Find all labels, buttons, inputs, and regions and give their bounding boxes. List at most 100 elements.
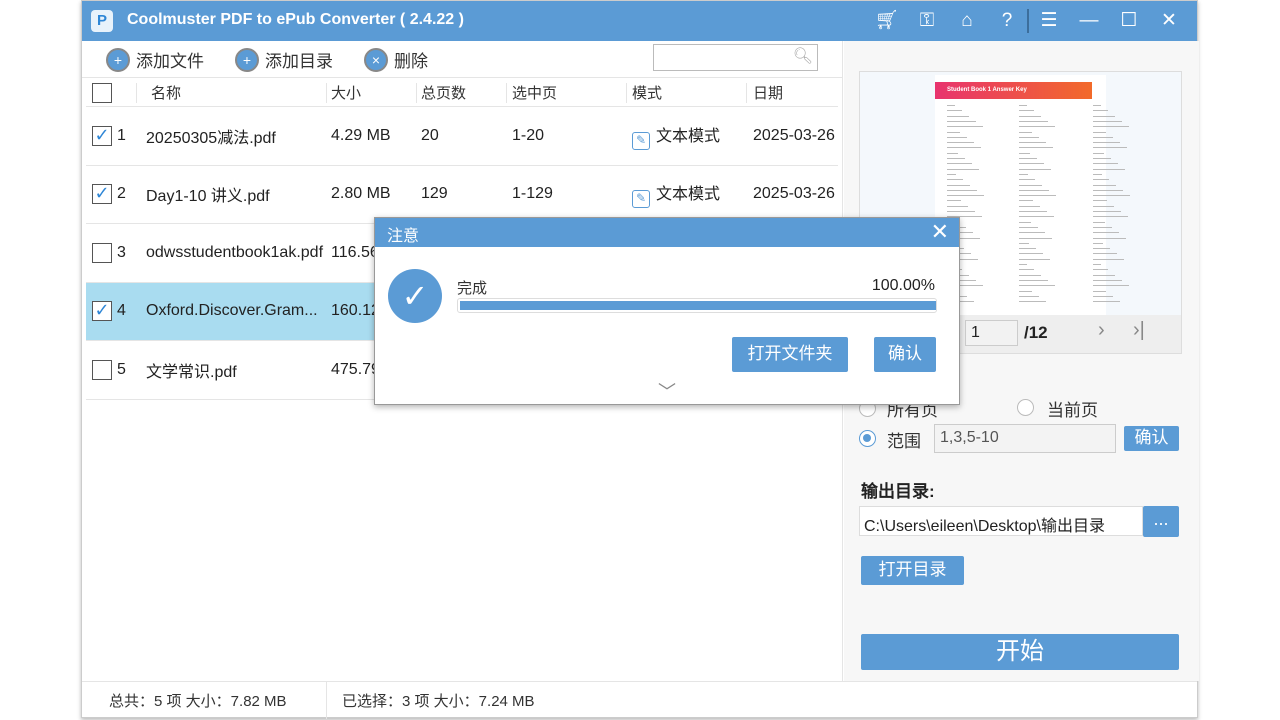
delete-label: 删除 xyxy=(394,52,428,71)
text-line xyxy=(1093,279,1122,281)
row-checkbox[interactable] xyxy=(92,242,112,263)
text-line xyxy=(1019,120,1048,122)
text-line xyxy=(947,115,969,117)
text-line xyxy=(947,184,970,186)
text-line xyxy=(1093,168,1125,170)
text-line xyxy=(1019,136,1039,138)
text-line xyxy=(947,173,956,175)
search-input[interactable]: 🔍︎ xyxy=(653,44,818,71)
minimize-icon[interactable]: — xyxy=(1079,10,1099,31)
dialog-close-icon[interactable]: ✕ xyxy=(930,219,949,244)
header-mode[interactable]: 模式 xyxy=(632,85,663,102)
next-page-icon[interactable]: › xyxy=(1098,319,1105,341)
file-size: 2.80 MB xyxy=(331,185,391,203)
select-all-checkbox[interactable] xyxy=(92,82,112,103)
text-line xyxy=(1019,115,1041,117)
text-line xyxy=(1093,147,1127,149)
add-folder-button[interactable]: + 添加目录 xyxy=(235,47,333,72)
range-input[interactable]: 1,3,5-10 xyxy=(934,424,1116,453)
text-line xyxy=(947,147,981,149)
row-checkbox[interactable]: ✓ xyxy=(92,125,112,146)
add-folder-label: 添加目录 xyxy=(265,52,333,71)
text-line xyxy=(947,237,980,239)
mode-cell[interactable]: ✎ 文本模式 xyxy=(632,180,720,209)
text-line xyxy=(1093,152,1104,154)
text-line xyxy=(1093,163,1118,165)
header-size[interactable]: 大小 xyxy=(331,85,362,102)
text-line xyxy=(1019,301,1046,303)
text-line xyxy=(1019,189,1049,191)
text-line xyxy=(1093,216,1128,218)
file-size: 475.79 xyxy=(331,360,380,378)
search-icon[interactable]: 🔍︎ xyxy=(792,48,813,65)
text-line xyxy=(1019,142,1046,144)
text-line xyxy=(947,258,978,260)
text-line xyxy=(1019,258,1050,260)
cart-icon[interactable]: 🛒︎ xyxy=(874,10,900,31)
mode-cell[interactable]: ✎ 文本模式 xyxy=(632,122,720,150)
text-line xyxy=(1093,226,1112,228)
text-line xyxy=(1019,253,1043,255)
page-total: /12 xyxy=(1024,323,1048,342)
table-row[interactable]: ✓ 1 20250305减法.pdf 4.29 MB 20 1-20 ✎ 文本模式… xyxy=(86,107,838,166)
start-button[interactable]: 开始 xyxy=(861,634,1179,670)
row-checkbox[interactable] xyxy=(92,359,112,380)
text-line xyxy=(1019,232,1045,234)
output-path-input[interactable]: C:\Users\eileen\Desktop\输出目录 xyxy=(859,506,1143,536)
header-name[interactable]: 名称 xyxy=(151,85,182,102)
text-line xyxy=(1093,221,1105,223)
selected-pages[interactable]: 1-129 xyxy=(512,185,553,203)
table-row[interactable]: ✓ 2 Day1-10 讲义.pdf 2.80 MB 129 1-129 ✎ 文本… xyxy=(86,166,838,224)
file-size: 4.29 MB xyxy=(331,126,391,144)
text-line xyxy=(1019,221,1031,223)
header-date[interactable]: 日期 xyxy=(753,85,784,102)
range-radio[interactable] xyxy=(859,430,876,447)
divider xyxy=(1027,9,1029,33)
help-icon[interactable]: ? xyxy=(1001,10,1013,31)
text-line xyxy=(947,126,983,128)
text-line xyxy=(1019,163,1044,165)
file-size: 160.12 xyxy=(331,302,380,320)
file-name: Day1-10 讲义.pdf xyxy=(146,188,270,206)
dialog-confirm-button[interactable]: 确认 xyxy=(874,337,936,372)
text-line xyxy=(1019,168,1051,170)
add-file-button[interactable]: + 添加文件 xyxy=(106,47,204,72)
file-date: 2025-03-26 xyxy=(753,185,835,203)
feedback-icon[interactable]: ☰ xyxy=(1040,10,1058,31)
status-total: 总共：5 项 大小：7.82 MB xyxy=(109,693,287,710)
page-input[interactable]: 1 xyxy=(965,320,1018,346)
app-title: Coolmuster PDF to ePub Converter ( 2.4.2… xyxy=(127,11,464,28)
open-folder-button[interactable]: 打开文件夹 xyxy=(732,337,848,372)
chevron-down-icon[interactable]: ﹀ xyxy=(658,382,676,402)
key-icon[interactable]: ⚿ xyxy=(919,10,935,31)
edit-mode-icon: ✎ xyxy=(632,131,650,150)
maximize-icon[interactable]: ☐ xyxy=(1120,10,1138,31)
text-line xyxy=(1019,295,1039,297)
selected-pages[interactable]: 1-20 xyxy=(512,126,545,144)
home-icon[interactable]: ⌂ xyxy=(961,10,973,31)
text-line xyxy=(1093,189,1123,191)
browse-button[interactable]: ... xyxy=(1143,506,1179,537)
last-page-icon[interactable]: ›| xyxy=(1133,319,1145,341)
row-checkbox[interactable]: ✓ xyxy=(92,301,112,322)
text-line xyxy=(1019,205,1040,207)
text-line xyxy=(947,301,974,303)
total-pages: 20 xyxy=(421,126,439,144)
text-line xyxy=(947,205,968,207)
range-confirm-button[interactable]: 确认 xyxy=(1124,426,1179,451)
header-selected-pages[interactable]: 选中页 xyxy=(512,85,558,102)
row-checkbox[interactable]: ✓ xyxy=(92,184,112,205)
row-number: 5 xyxy=(117,360,126,378)
header-pages[interactable]: 总页数 xyxy=(421,85,467,102)
text-line xyxy=(1019,274,1041,276)
current-page-radio[interactable] xyxy=(1017,399,1034,416)
text-line xyxy=(947,131,960,133)
progress-bar xyxy=(457,298,937,313)
close-icon[interactable]: ✕ xyxy=(1161,10,1177,31)
open-directory-button[interactable]: 打开目录 xyxy=(861,556,964,585)
text-line xyxy=(1019,216,1054,218)
mode-label: 文本模式 xyxy=(656,127,721,145)
delete-button[interactable]: × 删除 xyxy=(364,47,428,72)
add-folder-icon: + xyxy=(235,47,259,72)
text-line xyxy=(1019,126,1055,128)
